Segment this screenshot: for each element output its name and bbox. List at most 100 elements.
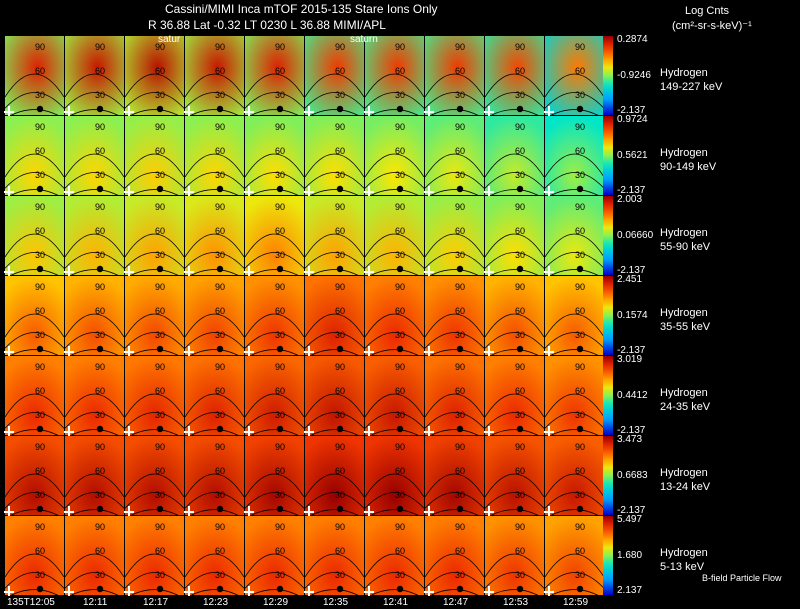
crosshair-v-r1-c6	[368, 186, 370, 196]
contour-arc-r5-c8-2	[484, 509, 545, 520]
channel-species-r3: Hydrogen	[660, 307, 708, 319]
saturn-marker-r6-c0	[36, 585, 44, 593]
contour-arc-r4-c8-1	[484, 412, 545, 429]
contour-label-r3-c8-2: 30	[515, 330, 525, 340]
contour-label-r6-c6-2: 30	[395, 570, 405, 580]
contour-arc-r6-c2-0	[124, 553, 185, 578]
contour-label-r1-c9-0: 90	[575, 122, 585, 132]
contour-label-r2-c1-0: 90	[95, 202, 105, 212]
panel-r3-c6	[365, 276, 424, 355]
contour-label-r4-c9-0: 90	[575, 362, 585, 372]
contour-arc-r1-c8-1	[484, 172, 545, 189]
channel-energy-r6: 5-13 keV	[660, 561, 705, 573]
contour-arc-r1-c5-2	[304, 189, 365, 200]
contour-label-r6-c4-0: 90	[275, 522, 285, 532]
contour-arc-r4-c9-0	[544, 393, 605, 418]
contour-arc-r0-c4-0	[244, 73, 305, 98]
contour-label-r5-c8-0: 90	[515, 442, 525, 452]
contour-arc-r6-c9-2	[544, 589, 605, 600]
crosshair-v-r5-c7	[428, 506, 430, 516]
contour-arc-r3-c9-0	[544, 313, 605, 338]
contour-arc-r1-c0-1	[4, 172, 65, 189]
contour-arc-r6-c5-1	[304, 572, 365, 589]
contour-label-r3-c3-1: 60	[215, 306, 225, 316]
contour-label-r2-c3-0: 90	[215, 202, 225, 212]
saturn-marker-r3-c5	[336, 345, 344, 353]
crosshair-v-r2-c0	[8, 266, 10, 276]
crosshair-v-r5-c2	[128, 506, 130, 516]
colorbar-mid-label-r2: 0.06660	[617, 229, 654, 241]
panel-r2-c8	[485, 196, 544, 275]
contour-label-r4-c6-1: 60	[395, 386, 405, 396]
panel-r3-c3	[185, 276, 244, 355]
contour-arc-r5-c7-0	[424, 473, 485, 498]
contour-label-r5-c6-1: 60	[395, 466, 405, 476]
contour-label-r1-c7-2: 30	[455, 170, 465, 180]
contour-arc-r5-c9-2	[544, 509, 605, 520]
contour-label-r4-c3-1: 60	[215, 386, 225, 396]
channel-label-r4: Hydrogen 24-35 keV	[660, 386, 710, 414]
saturn-marker-r4-c3	[216, 425, 224, 433]
contour-arc-r4-c8-0	[484, 393, 545, 418]
contour-arc-r5-c0-0	[4, 473, 65, 498]
panel-r5-c5	[305, 436, 364, 515]
time-label-7: 12:47	[443, 597, 469, 608]
contour-arc-r4-c3-2	[184, 429, 245, 440]
contour-arc-r6-c8-0	[484, 553, 545, 578]
contour-label-r1-c3-2: 30	[215, 170, 225, 180]
panel-r2-c6	[365, 196, 424, 275]
contour-label-r5-c4-2: 30	[275, 490, 285, 500]
contour-label-r4-c3-2: 30	[215, 410, 225, 420]
contour-label-r4-c9-2: 30	[575, 410, 585, 420]
panel-r5-c4	[245, 436, 304, 515]
contour-label-r0-c0-1: 60	[35, 66, 45, 76]
crosshair-v-r2-c3	[188, 266, 190, 276]
contour-arc-r6-c9-1	[544, 572, 605, 589]
contour-label-r3-c1-1: 60	[95, 306, 105, 316]
contour-arc-r1-c9-2	[544, 189, 605, 200]
colorbar-min-label-r2: -2.137	[617, 265, 646, 276]
saturn-marker-r2-c0	[36, 265, 44, 273]
crosshair-v-r4-c3	[188, 426, 190, 436]
contour-arc-r6-c5-0	[304, 553, 365, 578]
contour-arc-r6-c7-1	[424, 572, 485, 589]
contour-label-r0-c2-0: 90	[155, 42, 165, 52]
contour-arc-r6-c4-0	[244, 553, 305, 578]
contour-label-r1-c8-2: 30	[515, 170, 525, 180]
contour-label-r4-c5-2: 30	[335, 410, 345, 420]
crosshair-v-r5-c4	[248, 506, 250, 516]
contour-arc-r3-c1-2	[64, 349, 125, 360]
panel-r1-c3	[185, 116, 244, 195]
contour-arc-r2-c1-0	[64, 233, 125, 258]
saturn-marker-r0-c3	[216, 105, 224, 113]
saturn-marker-r5-c9	[576, 505, 584, 513]
contour-arc-r0-c1-2	[64, 109, 125, 120]
saturn-marker-r6-c8	[516, 585, 524, 593]
contour-label-r4-c2-1: 60	[155, 386, 165, 396]
contour-arc-r3-c0-1	[4, 332, 65, 349]
contour-arc-r3-c3-1	[184, 332, 245, 349]
contour-arc-r0-c7-0	[424, 73, 485, 98]
channel-label-r5: Hydrogen 13-24 keV	[660, 466, 710, 494]
contour-arc-r5-c6-0	[364, 473, 425, 498]
panel-r5-c8	[485, 436, 544, 515]
panel-r6-c2	[125, 516, 184, 595]
contour-arc-r3-c6-0	[364, 313, 425, 338]
contour-label-r3-c5-0: 90	[335, 282, 345, 292]
contour-arc-r4-c0-2	[4, 429, 65, 440]
contour-label-r0-c0-0: 90	[35, 42, 45, 52]
contour-label-r1-c4-1: 60	[275, 146, 285, 156]
saturn-marker-r1-c5	[336, 185, 344, 193]
panel-r6-c6	[365, 516, 424, 595]
colorbar-r5	[603, 436, 613, 515]
contour-arc-r6-c6-0	[364, 553, 425, 578]
contour-label-r0-c6-1: 60	[395, 66, 405, 76]
panel-r0-c3	[185, 36, 244, 115]
channel-species-r4: Hydrogen	[660, 387, 708, 399]
contour-arc-r6-c7-0	[424, 553, 485, 578]
contour-arc-r6-c0-2	[4, 589, 65, 600]
contour-label-r2-c7-1: 60	[455, 226, 465, 236]
crosshair-v-r3-c0	[8, 346, 10, 356]
crosshair-v-r3-c6	[368, 346, 370, 356]
colorbar-units-title: Log Cnts	[685, 5, 730, 17]
